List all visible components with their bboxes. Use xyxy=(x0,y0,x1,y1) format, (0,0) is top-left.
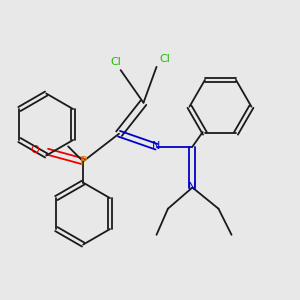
Text: N: N xyxy=(152,141,161,151)
Text: Cl: Cl xyxy=(110,57,121,67)
Text: Cl: Cl xyxy=(159,54,170,64)
Text: O: O xyxy=(30,145,39,155)
Text: P: P xyxy=(80,155,87,168)
Text: N: N xyxy=(188,182,196,193)
